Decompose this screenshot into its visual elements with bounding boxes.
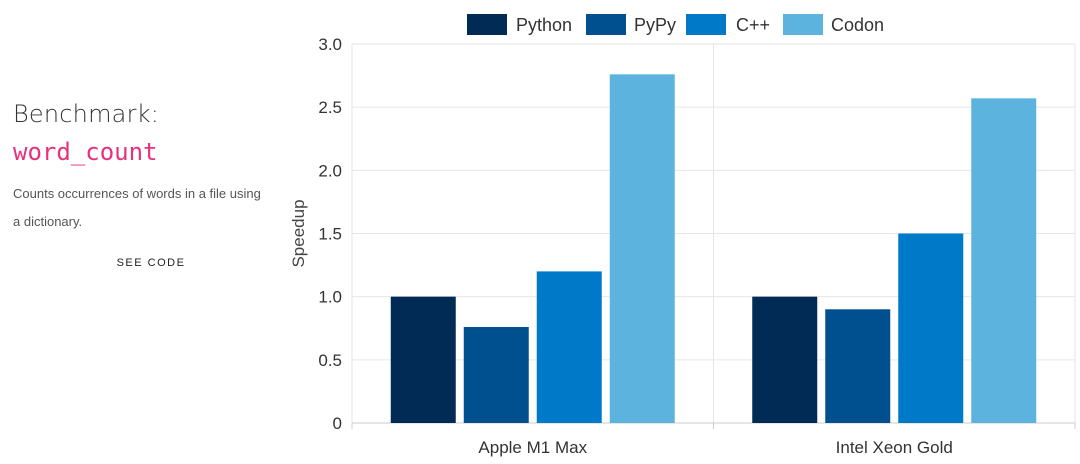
legend-label: Codon [831, 15, 884, 35]
legend-swatch-python [467, 14, 507, 35]
benchmark-title: Benchmark: [13, 100, 160, 128]
y-axis-label: Speedup [289, 199, 308, 267]
legend-swatch-codon [783, 14, 823, 35]
bar-pypy-1 [825, 309, 891, 423]
bar-cpp-1 [898, 233, 964, 423]
x-tick-label: Intel Xeon Gold [836, 438, 953, 457]
y-tick-label: 2.5 [318, 98, 342, 117]
bar-python-1 [752, 296, 818, 423]
bar-pypy-0 [463, 326, 529, 423]
bar-python-0 [390, 296, 456, 423]
x-tick-label: Apple M1 Max [478, 438, 587, 457]
y-tick-label: 2.0 [318, 161, 342, 180]
benchmark-info: Benchmark: word_count Counts occurrences… [13, 100, 263, 269]
y-tick-label: 3.0 [318, 35, 342, 54]
bar-codon-0 [609, 74, 675, 423]
y-tick-label: 0 [333, 414, 342, 433]
legend-label: C++ [736, 15, 770, 35]
legend-label: PyPy [634, 15, 676, 35]
benchmark-description: Counts occurrences of words in a file us… [13, 186, 261, 229]
y-tick-label: 1.5 [318, 225, 342, 244]
legend-label: Python [516, 15, 572, 35]
y-tick-label: 1.0 [318, 288, 342, 307]
y-tick-label: 0.5 [318, 351, 342, 370]
benchmark-name: word_count [13, 138, 158, 166]
bar-codon-1 [971, 98, 1037, 423]
see-code-link[interactable]: SEE CODE [116, 257, 186, 269]
legend-swatch-cpp [686, 14, 726, 35]
bar-cpp-0 [536, 271, 602, 423]
legend-swatch-pypy [586, 14, 626, 35]
